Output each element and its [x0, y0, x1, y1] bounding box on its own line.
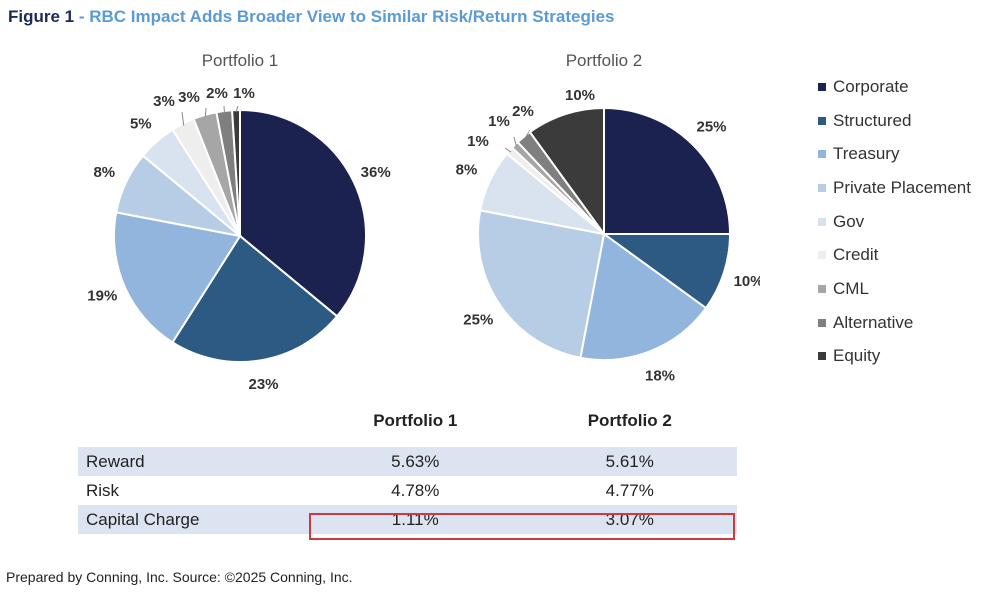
legend-swatch-credit: [818, 251, 826, 260]
legend-item-alternative: Alternative: [818, 306, 971, 340]
data-label: 5%: [130, 116, 152, 133]
pie-slice-portfolio-2-structured: [600, 233, 732, 310]
data-label: 3%: [178, 89, 200, 106]
pie-slice-portfolio-1-corporate: [239, 108, 367, 318]
leader-line: [504, 147, 512, 153]
figure-separator: -: [74, 7, 90, 26]
row-label: Risk: [86, 480, 120, 500]
cell-portfolio-1: 5.63%: [308, 439, 523, 476]
data-label: 25%: [463, 311, 493, 328]
data-label: 1%: [233, 85, 255, 102]
leader-line: [235, 105, 239, 113]
legend-label: CML: [833, 278, 869, 298]
data-label: 23%: [248, 376, 278, 393]
table-header-portfolio-1: Portfolio 1: [308, 403, 523, 445]
legend-label: Alternative: [833, 312, 914, 332]
legend-swatch-treasury: [818, 150, 826, 159]
table-header-portfolio-2: Portfolio 2: [522, 403, 737, 445]
leader-line: [204, 107, 207, 117]
data-label: 1%: [488, 113, 510, 130]
legend-label: Corporate: [833, 76, 909, 96]
legend-item-credit: Credit: [818, 238, 971, 272]
data-label: 25%: [696, 119, 726, 136]
data-label: 36%: [361, 164, 391, 181]
data-label: 1%: [467, 133, 489, 150]
figure-title: Figure 1 - RBC Impact Adds Broader View …: [8, 7, 614, 27]
leader-line: [181, 111, 185, 126]
capital-charge-highlight: [309, 513, 735, 540]
legend-swatch-structured: [818, 116, 826, 125]
leader-line: [513, 136, 517, 147]
cell-portfolio-2: 3.07%: [522, 505, 737, 536]
legend-item-private-placement: Private Placement: [818, 171, 971, 205]
row-label: Capital Charge: [78, 505, 308, 536]
pie-slice-portfolio-2-treasury: [579, 232, 708, 361]
pie-slice-portfolio-2-corporate: [603, 106, 732, 235]
table-header-blank: [78, 403, 308, 445]
legend-label: Structured: [833, 110, 912, 130]
footnote: Prepared by Conning, Inc. Source: ©2025 …: [6, 569, 353, 585]
legend-item-structured: Structured: [818, 104, 971, 138]
data-label: 2%: [206, 85, 228, 102]
pie-slice-portfolio-2-equity: [528, 106, 605, 238]
data-label: 2%: [512, 103, 534, 120]
cell-portfolio-1: 4.78%: [391, 480, 440, 500]
pie-slice-portfolio-2-private-placement: [477, 209, 606, 359]
pie-slice-portfolio-1-equity: [231, 108, 241, 237]
table-row-risk: Risk 4.78% 4.77%: [78, 476, 737, 505]
legend-item-cml: CML: [818, 272, 971, 306]
legend-item-gov: Gov: [818, 205, 971, 239]
pie-title-portfolio-1: Portfolio 1: [202, 51, 279, 70]
pie-slice-portfolio-1-structured: [171, 234, 339, 363]
legend: Corporate Structured Treasury Private Pl…: [818, 70, 971, 373]
row-label: Reward: [78, 439, 308, 476]
legend-label: Credit: [833, 245, 879, 265]
legend-swatch-alternative: [818, 318, 826, 327]
legend-swatch-private-placement: [818, 183, 826, 192]
legend-swatch-cml: [818, 284, 826, 293]
pie-charts: Portfolio 136%23%19%8%5%3% 3% 2% 1%Portfoli…: [87, 51, 760, 393]
cell-portfolio-2: 5.61%: [522, 439, 737, 476]
table-header-row: Portfolio 1 Portfolio 2: [78, 403, 737, 445]
data-label: 10%: [565, 87, 595, 104]
legend-item-treasury: Treasury: [818, 137, 971, 171]
legend-label: Treasury: [833, 144, 900, 164]
data-label: 8%: [93, 164, 115, 181]
data-label: 18%: [645, 367, 675, 384]
pie-title-portfolio-2: Portfolio 2: [566, 51, 643, 70]
legend-label: Private Placement: [833, 177, 971, 197]
cell-portfolio-2: 4.77%: [605, 480, 654, 500]
figure-title-text: RBC Impact Adds Broader View to Similar …: [89, 7, 615, 26]
data-label: 10%: [734, 273, 760, 290]
legend-swatch-gov: [818, 217, 826, 226]
legend-swatch-equity: [818, 352, 826, 361]
pie-slice-portfolio-1-treasury: [113, 211, 242, 344]
legend-swatch-corporate: [818, 82, 826, 91]
data-label: 8%: [456, 161, 478, 178]
legend-label: Equity: [833, 346, 881, 366]
legend-item-equity: Equity: [818, 340, 971, 374]
legend-item-corporate: Corporate: [818, 70, 971, 104]
data-label: 19%: [87, 288, 117, 305]
figure-number: Figure 1: [8, 7, 75, 26]
legend-label: Gov: [833, 211, 865, 231]
data-label: 3%: [153, 93, 175, 110]
table-row-reward: Reward 5.63% 5.61%: [78, 439, 737, 476]
